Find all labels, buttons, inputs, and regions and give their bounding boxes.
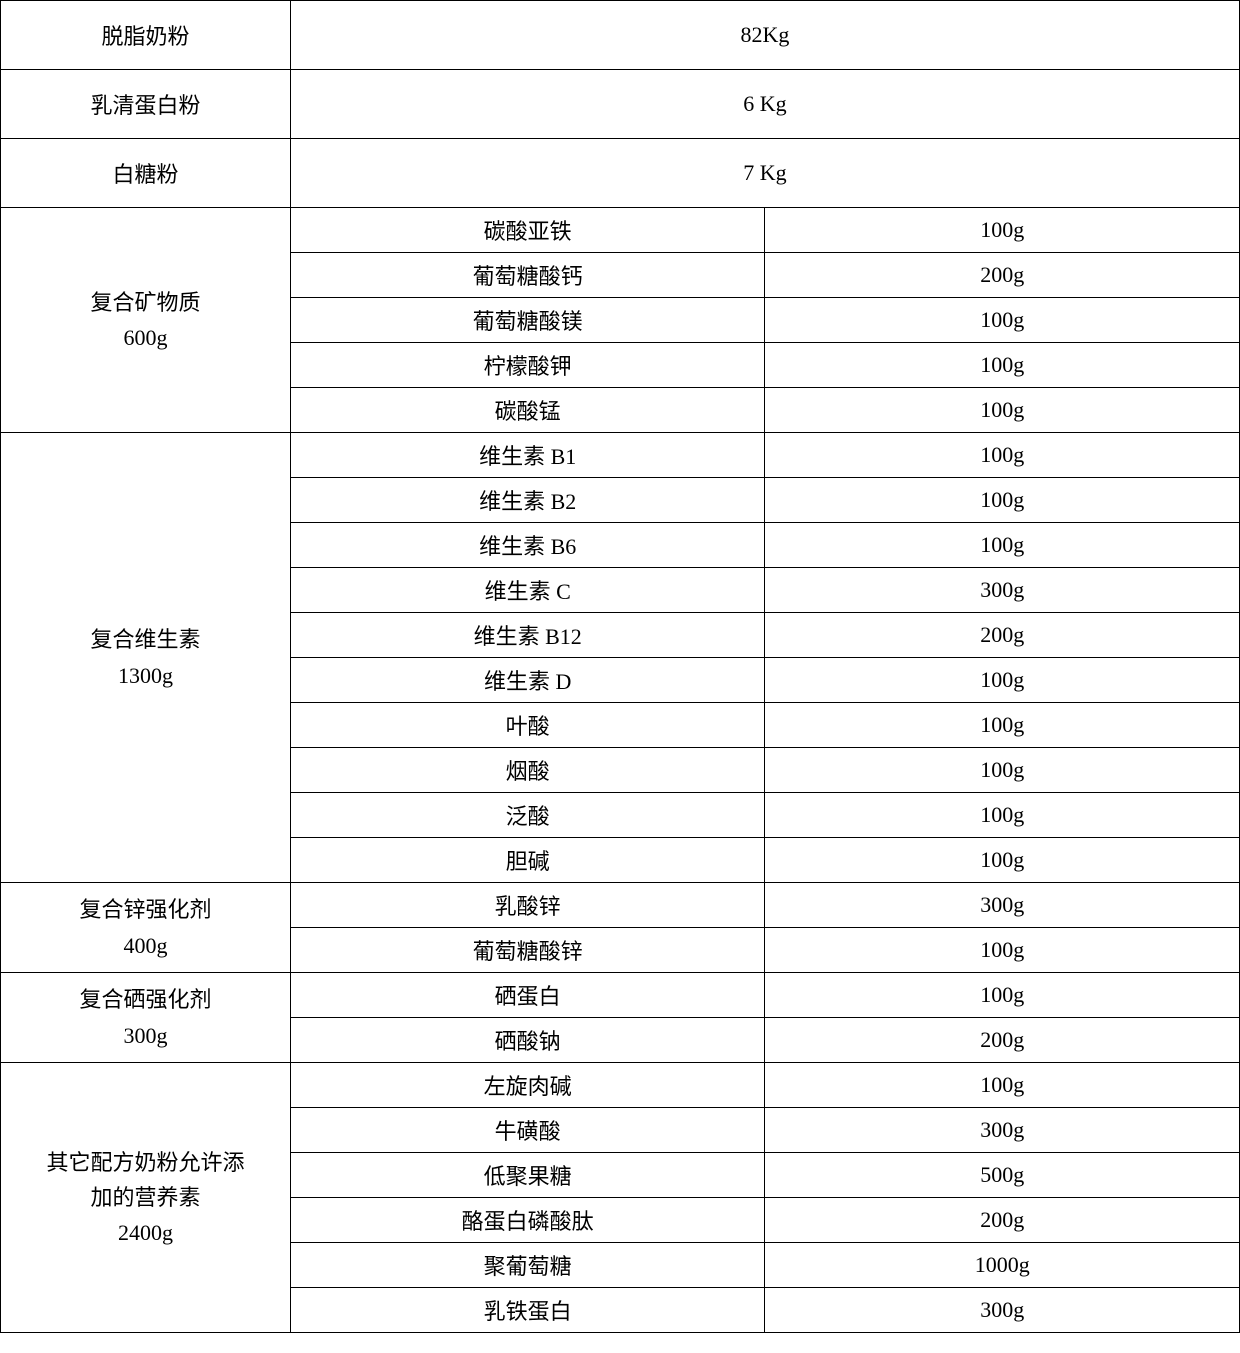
sub-ingredient-amount: 300g <box>765 1108 1240 1153</box>
sub-ingredient-name: 维生素 B12 <box>290 613 765 658</box>
sub-ingredient-amount: 100g <box>765 298 1240 343</box>
group-label-line: 复合维生素 <box>5 622 286 657</box>
sub-ingredient-name: 烟酸 <box>290 748 765 793</box>
sub-ingredient-amount: 100g <box>765 658 1240 703</box>
group-label-text: 复合锌强化剂400g <box>5 892 286 962</box>
group-label-text: 复合矿物质600g <box>5 285 286 355</box>
group-label: 复合矿物质600g <box>1 208 291 433</box>
table-row: 复合矿物质600g碳酸亚铁100g <box>1 208 1240 253</box>
group-label-line: 300g <box>5 1018 286 1053</box>
ingredient-value: 7 Kg <box>290 139 1239 208</box>
ingredient-label: 脱脂奶粉 <box>1 1 291 70</box>
table-row: 复合硒强化剂300g硒蛋白100g <box>1 973 1240 1018</box>
sub-ingredient-name: 叶酸 <box>290 703 765 748</box>
table-row: 复合锌强化剂400g乳酸锌300g <box>1 883 1240 928</box>
sub-ingredient-name: 乳酸锌 <box>290 883 765 928</box>
sub-ingredient-name: 低聚果糖 <box>290 1153 765 1198</box>
sub-ingredient-amount: 100g <box>765 1063 1240 1108</box>
group-label-line: 其它配方奶粉允许添 <box>5 1145 286 1180</box>
table-row: 其它配方奶粉允许添加的营养素2400g左旋肉碱100g <box>1 1063 1240 1108</box>
sub-ingredient-name: 维生素 D <box>290 658 765 703</box>
sub-ingredient-amount: 100g <box>765 793 1240 838</box>
sub-ingredient-amount: 100g <box>765 388 1240 433</box>
group-label-line: 2400g <box>5 1215 286 1250</box>
table-row: 乳清蛋白粉6 Kg <box>1 70 1240 139</box>
sub-ingredient-name: 碳酸亚铁 <box>290 208 765 253</box>
group-label: 复合锌强化剂400g <box>1 883 291 973</box>
group-label-text: 其它配方奶粉允许添加的营养素2400g <box>5 1145 286 1251</box>
group-label-line: 复合矿物质 <box>5 285 286 320</box>
group-label: 其它配方奶粉允许添加的营养素2400g <box>1 1063 291 1333</box>
group-label-line: 1300g <box>5 658 286 693</box>
sub-ingredient-amount: 200g <box>765 253 1240 298</box>
group-label-line: 复合锌强化剂 <box>5 892 286 927</box>
ingredient-label: 白糖粉 <box>1 139 291 208</box>
sub-ingredient-name: 葡萄糖酸钙 <box>290 253 765 298</box>
ingredient-value: 82Kg <box>290 1 1239 70</box>
group-label-text: 复合维生素1300g <box>5 622 286 692</box>
sub-ingredient-amount: 100g <box>765 478 1240 523</box>
sub-ingredient-name: 维生素 B1 <box>290 433 765 478</box>
ingredients-table: 脱脂奶粉82Kg乳清蛋白粉6 Kg白糖粉7 Kg复合矿物质600g碳酸亚铁100… <box>0 0 1240 1333</box>
sub-ingredient-amount: 300g <box>765 568 1240 613</box>
sub-ingredient-amount: 100g <box>765 748 1240 793</box>
group-label: 复合维生素1300g <box>1 433 291 883</box>
sub-ingredient-name: 碳酸锰 <box>290 388 765 433</box>
table-row: 复合维生素1300g维生素 B1100g <box>1 433 1240 478</box>
group-label-line: 加的营养素 <box>5 1180 286 1215</box>
sub-ingredient-name: 牛磺酸 <box>290 1108 765 1153</box>
sub-ingredient-amount: 100g <box>765 973 1240 1018</box>
sub-ingredient-amount: 100g <box>765 433 1240 478</box>
sub-ingredient-amount: 200g <box>765 613 1240 658</box>
sub-ingredient-name: 维生素 C <box>290 568 765 613</box>
group-label-line: 复合硒强化剂 <box>5 982 286 1017</box>
sub-ingredient-amount: 100g <box>765 208 1240 253</box>
group-label-line: 600g <box>5 320 286 355</box>
sub-ingredient-name: 葡萄糖酸锌 <box>290 928 765 973</box>
sub-ingredient-amount: 300g <box>765 1288 1240 1333</box>
sub-ingredient-name: 柠檬酸钾 <box>290 343 765 388</box>
sub-ingredient-amount: 100g <box>765 343 1240 388</box>
group-label-line: 400g <box>5 928 286 963</box>
group-label-text: 复合硒强化剂300g <box>5 982 286 1052</box>
sub-ingredient-name: 泛酸 <box>290 793 765 838</box>
sub-ingredient-name: 胆碱 <box>290 838 765 883</box>
ingredient-label: 乳清蛋白粉 <box>1 70 291 139</box>
sub-ingredient-amount: 100g <box>765 523 1240 568</box>
sub-ingredient-amount: 1000g <box>765 1243 1240 1288</box>
group-label: 复合硒强化剂300g <box>1 973 291 1063</box>
sub-ingredient-name: 硒酸钠 <box>290 1018 765 1063</box>
sub-ingredient-amount: 200g <box>765 1198 1240 1243</box>
sub-ingredient-name: 葡萄糖酸镁 <box>290 298 765 343</box>
sub-ingredient-name: 维生素 B2 <box>290 478 765 523</box>
sub-ingredient-name: 左旋肉碱 <box>290 1063 765 1108</box>
sub-ingredient-name: 酪蛋白磷酸肽 <box>290 1198 765 1243</box>
table-row: 脱脂奶粉82Kg <box>1 1 1240 70</box>
sub-ingredient-amount: 100g <box>765 928 1240 973</box>
sub-ingredient-name: 乳铁蛋白 <box>290 1288 765 1333</box>
table-row: 白糖粉7 Kg <box>1 139 1240 208</box>
sub-ingredient-amount: 300g <box>765 883 1240 928</box>
ingredient-value: 6 Kg <box>290 70 1239 139</box>
sub-ingredient-name: 硒蛋白 <box>290 973 765 1018</box>
sub-ingredient-name: 聚葡萄糖 <box>290 1243 765 1288</box>
sub-ingredient-amount: 200g <box>765 1018 1240 1063</box>
sub-ingredient-name: 维生素 B6 <box>290 523 765 568</box>
sub-ingredient-amount: 100g <box>765 838 1240 883</box>
sub-ingredient-amount: 100g <box>765 703 1240 748</box>
sub-ingredient-amount: 500g <box>765 1153 1240 1198</box>
